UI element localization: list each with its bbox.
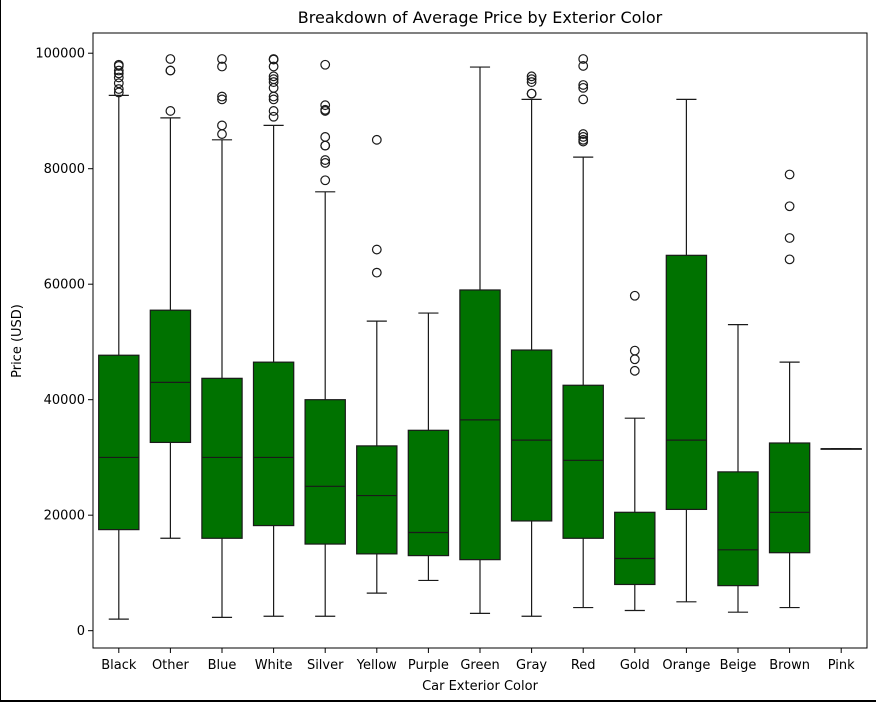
- outlier-point: [526, 77, 537, 87]
- outlier-point: [268, 77, 279, 87]
- outlier-point: [217, 94, 227, 105]
- outlier-point: [217, 120, 227, 131]
- x-tick-label: Orange: [662, 658, 710, 673]
- y-tick-label: 20000: [44, 509, 85, 524]
- outlier-point: [320, 175, 331, 186]
- y-axis-label: Price (USD): [10, 304, 25, 378]
- outlier-point: [578, 134, 589, 145]
- box-green: [459, 289, 501, 561]
- box-brown: [768, 442, 811, 554]
- outlier-point: [629, 354, 640, 365]
- chart-title: Breakdown of Average Price by Exterior C…: [298, 8, 663, 27]
- outlier-point: [113, 72, 124, 83]
- outlier-point: [268, 94, 279, 105]
- x-tick-label: Purple: [408, 658, 449, 673]
- y-tick-label: 60000: [44, 278, 85, 293]
- outlier-point: [371, 244, 382, 255]
- outlier-point: [320, 158, 331, 168]
- outlier-point: [320, 155, 331, 165]
- outlier-point: [320, 140, 331, 151]
- outlier-point: [268, 106, 279, 116]
- outlier-point: [526, 74, 537, 85]
- x-tick-label: Green: [460, 658, 499, 673]
- box-gold: [614, 511, 656, 586]
- x-tick-label: Pink: [828, 658, 855, 673]
- outlier-point: [784, 233, 795, 243]
- outlier-point: [526, 71, 537, 82]
- outlier-point: [526, 88, 537, 99]
- outlier-point: [113, 65, 124, 76]
- plot-area-frame: [92, 32, 868, 649]
- box-other: [149, 309, 192, 444]
- x-tick-label: Other: [152, 658, 190, 673]
- y-tick-label: 0: [77, 624, 85, 639]
- x-tick-label: Red: [571, 658, 596, 673]
- outlier-point: [320, 104, 331, 115]
- outlier-point: [113, 84, 124, 94]
- outlier-point: [784, 169, 795, 180]
- outlier-point: [165, 65, 176, 76]
- y-tick-label: 100000: [35, 47, 85, 62]
- box-red: [562, 384, 604, 539]
- outlier-point: [578, 80, 589, 90]
- box-yellow: [356, 445, 398, 555]
- box-black: [98, 354, 140, 531]
- y-tick-label: 40000: [44, 393, 85, 408]
- x-tick-label: Black: [101, 658, 137, 673]
- outlier-point: [217, 91, 227, 102]
- x-tick-label: White: [255, 658, 293, 673]
- box-gray: [510, 349, 553, 522]
- outlier-point: [113, 59, 124, 70]
- box-white: [252, 361, 295, 527]
- x-tick-label: Gray: [516, 658, 547, 673]
- outlier-point: [217, 61, 227, 72]
- outlier-point: [629, 345, 640, 356]
- outlier-point: [113, 78, 124, 89]
- x-tick-label: Brown: [769, 658, 810, 673]
- x-tick-label: Gold: [620, 658, 650, 673]
- x-axis-label: Car Exterior Color: [422, 679, 539, 694]
- box-orange: [665, 254, 708, 511]
- outlier-point: [629, 365, 640, 376]
- outlier-point: [113, 87, 124, 98]
- y-tick-label: 80000: [44, 162, 85, 177]
- box-beige: [717, 471, 759, 587]
- outlier-point: [371, 267, 382, 278]
- x-tick-label: Blue: [208, 658, 237, 673]
- outlier-point: [320, 100, 331, 111]
- outlier-point: [578, 94, 589, 105]
- outlier-point: [578, 132, 589, 142]
- outlier-point: [165, 54, 176, 64]
- outlier-point: [268, 54, 279, 64]
- box-silver: [304, 399, 346, 545]
- outlier-point: [784, 254, 795, 265]
- outlier-point: [268, 61, 279, 72]
- outlier-point: [165, 106, 176, 116]
- box-purple: [407, 429, 450, 557]
- outlier-point: [371, 134, 382, 145]
- outlier-point: [217, 129, 227, 139]
- outlier-point: [629, 290, 640, 301]
- box-blue: [201, 377, 243, 539]
- outlier-point: [268, 74, 279, 85]
- x-tick-label: Silver: [307, 658, 344, 673]
- outlier-point: [320, 132, 331, 142]
- outlier-point: [578, 82, 589, 93]
- outlier-point: [578, 61, 589, 71]
- outlier-point: [268, 111, 279, 122]
- x-tick-label: Beige: [720, 658, 757, 673]
- outlier-point: [578, 54, 589, 64]
- outlier-point: [268, 71, 279, 82]
- outlier-point: [320, 59, 331, 70]
- outlier-point: [784, 201, 795, 212]
- outlier-point: [217, 54, 227, 64]
- outlier-point: [578, 129, 589, 139]
- x-tick-label: Yellow: [356, 658, 397, 673]
- plot-layer: 0 20000 40000 60000 80000 100000 Black Other Blu…: [35, 47, 862, 673]
